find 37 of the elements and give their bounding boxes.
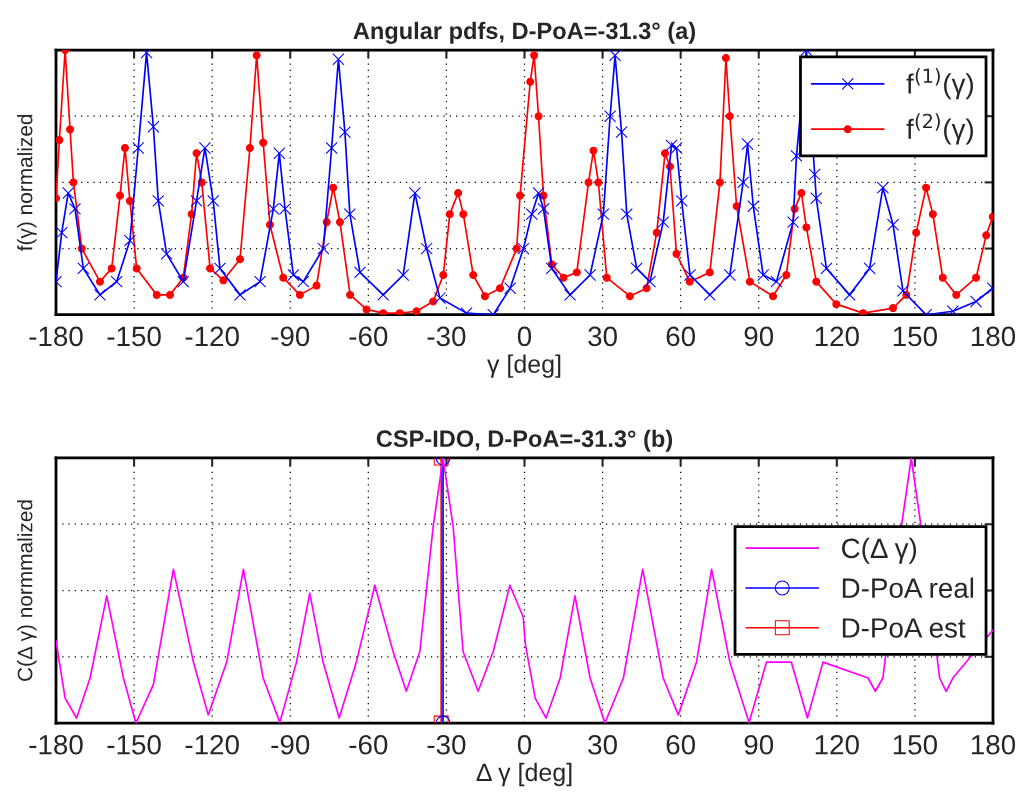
x-tick-label: 150 <box>893 734 937 755</box>
legend-label: f$^{(2)}$(γ) <box>906 113 973 145</box>
x-tick-label: 180 <box>971 326 1016 347</box>
legend-label: D-PoA real <box>842 577 974 598</box>
x-tick-label: -30 <box>427 326 466 347</box>
x-tick-label: -60 <box>349 734 388 755</box>
y-axis-title: C(Δ γ) normmalized <box>17 500 37 681</box>
x-tick-label: 0 <box>517 326 532 347</box>
x-tick-label: -150 <box>107 326 161 347</box>
x-tick-label: -30 <box>427 734 466 755</box>
x-tick-label: 60 <box>666 734 696 755</box>
x-tick-label: 90 <box>744 734 774 755</box>
x-tick-label: -90 <box>271 326 310 347</box>
legend-label: C(Δ γ) <box>842 537 917 564</box>
chart-title: Angular pdfs, D-PoA=-31.3° (a) <box>353 21 695 44</box>
x-tick-label: -120 <box>185 734 239 755</box>
x-tick-label: 180 <box>971 734 1016 755</box>
legend-label: D-PoA est <box>842 618 966 638</box>
x-tick-label: 60 <box>666 326 696 347</box>
legend-label: f$^{(1)}$(γ) <box>906 68 973 100</box>
x-tick-label: -120 <box>185 326 239 347</box>
x-axis-title: γ [deg] <box>487 354 561 378</box>
x-tick-label: 30 <box>588 734 617 755</box>
x-tick-label: 120 <box>815 326 859 347</box>
x-axis-title: Δ γ [deg] <box>476 762 572 787</box>
x-tick-label: 0 <box>517 734 532 755</box>
x-tick-label: 90 <box>744 326 774 347</box>
x-tick-label: -180 <box>29 326 83 347</box>
x-tick-label: -60 <box>349 326 388 347</box>
x-tick-label: -150 <box>107 734 161 755</box>
chart-title: CSP-IDO, D-PoA=-31.3° (b) <box>376 429 673 452</box>
x-tick-label: 150 <box>893 326 937 347</box>
x-tick-label: -180 <box>29 734 83 755</box>
y-axis-title: f(γ) normalized <box>17 114 37 251</box>
x-tick-label: 120 <box>815 734 859 755</box>
x-tick-label: -90 <box>271 734 310 755</box>
x-tick-label: 30 <box>588 326 617 347</box>
